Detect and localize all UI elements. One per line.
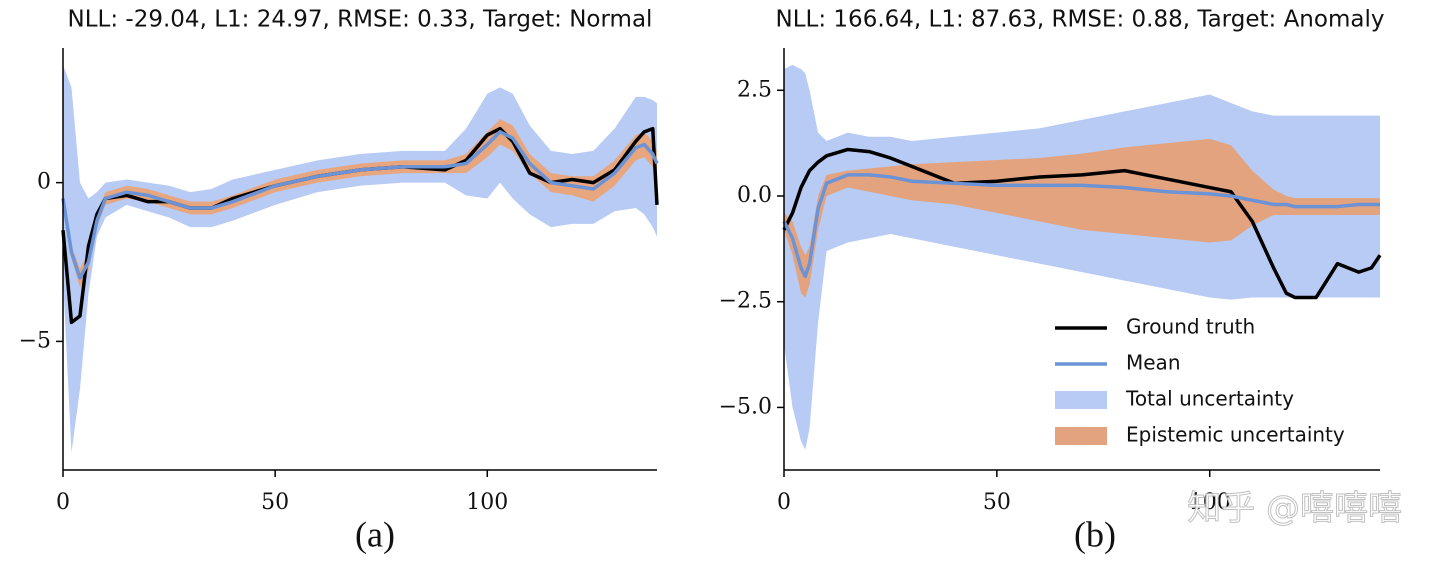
caption: (a) (355, 514, 395, 554)
uncertainty-band (63, 119, 657, 288)
plot-area (61, 65, 659, 453)
legend-swatch (1055, 427, 1107, 445)
y-tick-label: 0.0 (737, 183, 772, 208)
x-tick-label: 100 (1189, 490, 1231, 515)
x-tick-label: 100 (466, 490, 508, 515)
uncertainty-band (784, 138, 1380, 298)
series-line (782, 173, 1380, 279)
caption: (b) (1074, 514, 1116, 554)
chart-title: NLL: -29.04, L1: 24.97, RMSE: 0.33, Targ… (68, 7, 653, 33)
watermark: 知乎 @嘻嘻嘻 (1187, 489, 1402, 529)
y-tick-label: −5.0 (719, 394, 772, 419)
legend-label: Total uncertainty (1125, 387, 1294, 411)
y-tick-label: −5 (19, 328, 51, 353)
uncertainty-band (63, 65, 657, 453)
x-tick-label: 50 (983, 490, 1011, 515)
x-tick-label: 0 (777, 490, 791, 515)
y-tick-label: 0 (37, 170, 51, 195)
x-tick-label: 0 (56, 490, 70, 515)
y-tick-label: −2.5 (719, 289, 772, 314)
legend-label: Epistemic uncertainty (1126, 423, 1345, 447)
legend-label: Mean (1126, 351, 1181, 375)
x-tick-label: 50 (261, 490, 289, 515)
chart-title: NLL: 166.64, L1: 87.63, RMSE: 0.88, Targ… (776, 7, 1385, 33)
series-line (61, 130, 659, 280)
series-line (782, 147, 1382, 300)
legend-swatch (1055, 391, 1107, 409)
y-tick-label: 2.5 (737, 77, 772, 102)
legend-label: Ground truth (1126, 315, 1255, 339)
plot-area (782, 64, 1382, 450)
